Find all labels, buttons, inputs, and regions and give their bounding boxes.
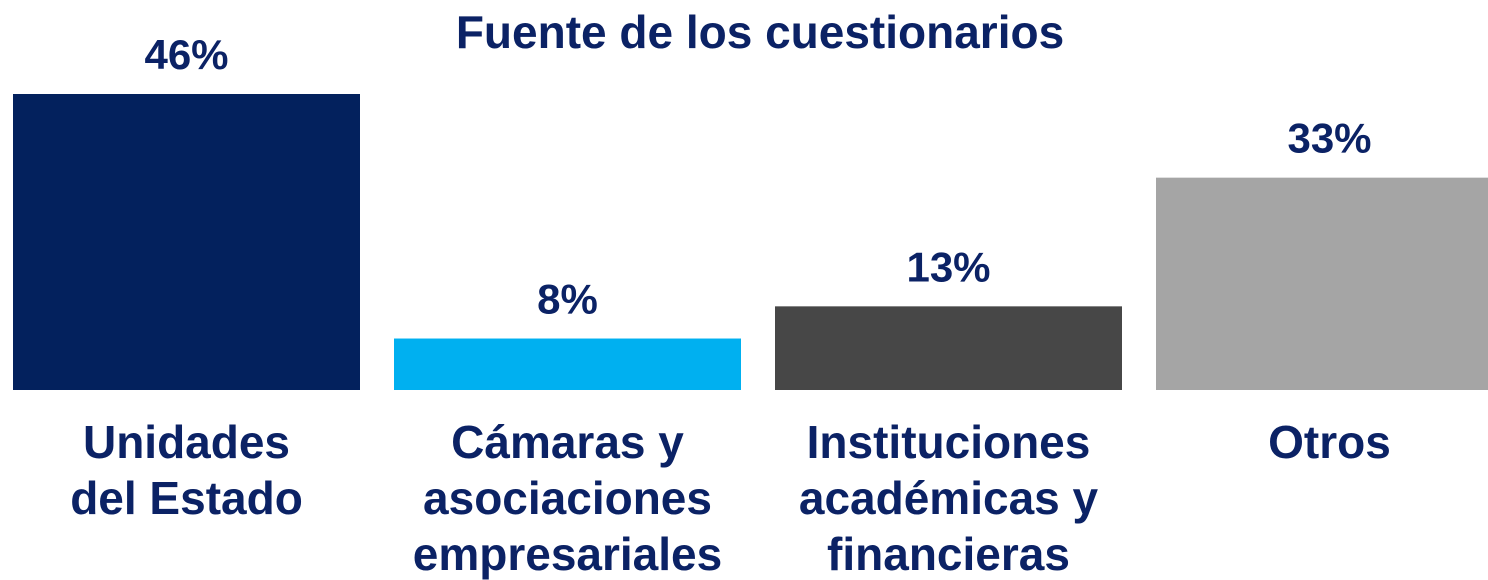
bar — [13, 94, 360, 390]
value-label: 46% — [144, 31, 228, 78]
value-label: 8% — [537, 276, 598, 323]
chart-title: Fuente de los cuestionarios — [456, 6, 1064, 58]
bar — [394, 338, 741, 390]
bar — [775, 306, 1122, 390]
category-label: Instituciones académicas y financieras — [798, 416, 1099, 580]
category-label: Unidades del Estado — [70, 416, 303, 524]
bar — [1156, 177, 1488, 390]
category-label: Cámaras y asociaciones empresariales — [412, 416, 723, 580]
value-label: 33% — [1287, 115, 1371, 162]
category-label: Otros — [1268, 416, 1391, 468]
value-label: 13% — [906, 243, 990, 290]
